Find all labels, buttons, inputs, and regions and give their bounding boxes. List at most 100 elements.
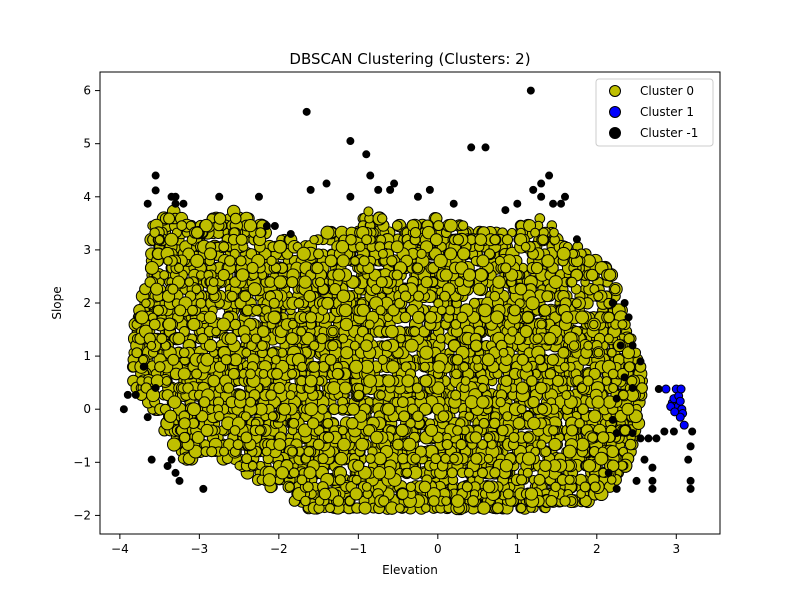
plot-area (99, 71, 721, 535)
cluster-0-point (520, 241, 531, 252)
cluster-0-point (452, 425, 463, 436)
cluster-0-point (337, 404, 348, 415)
cluster-0-point (287, 368, 298, 379)
cluster-0-point (167, 353, 180, 366)
cluster-0-point (489, 290, 501, 302)
cluster-0-point (386, 360, 400, 374)
cluster-0-point (316, 332, 328, 345)
cluster-0-point (478, 417, 490, 429)
cluster-0-point (224, 332, 238, 345)
cluster-0-point (186, 402, 201, 417)
cluster-0-point (391, 269, 403, 281)
cluster-0-point (463, 467, 474, 478)
cluster-0-point (450, 494, 465, 508)
cluster-0-point (455, 438, 467, 451)
cluster-0-point (365, 453, 376, 464)
cluster-0-point (436, 305, 447, 316)
cluster-0-point (559, 362, 570, 372)
cluster-0-point (544, 368, 557, 380)
cluster-0-point (176, 220, 188, 231)
cluster-0-point (146, 340, 157, 351)
cluster-0-point (177, 367, 191, 381)
cluster-0-point (589, 319, 599, 330)
cluster-0-point (328, 326, 338, 337)
cluster-0-point (445, 305, 456, 316)
cluster-0-point (332, 495, 345, 507)
cluster-0-point (327, 381, 342, 395)
cluster-0-point (550, 481, 561, 493)
cluster-0-point (135, 310, 149, 325)
cluster-0-point (609, 283, 621, 295)
cluster-0-point (549, 227, 559, 238)
cluster-0-point (296, 246, 311, 261)
cluster-0-point (229, 212, 242, 225)
cluster-0-point (420, 275, 433, 289)
cluster-0-point (224, 255, 236, 267)
cluster-0-point (516, 503, 527, 514)
cluster-0-point (349, 359, 364, 374)
cluster-0-point (516, 353, 529, 366)
cluster-0-point (587, 432, 598, 443)
cluster-0-point (587, 409, 602, 423)
cluster-0-point (476, 254, 490, 268)
cluster-0-point (409, 326, 421, 337)
cluster-0-point (534, 381, 548, 395)
cluster-0-point (266, 255, 277, 267)
cluster-0-point (216, 317, 231, 332)
cluster-0-point (298, 275, 312, 289)
cluster-0-point (145, 260, 159, 275)
cluster-0-point (530, 227, 540, 238)
cluster-0-point (515, 381, 529, 395)
cluster-0-point (512, 416, 526, 430)
cluster-0-point (451, 353, 464, 366)
cluster-0-point (227, 367, 240, 380)
cluster-0-point (519, 325, 533, 339)
cluster-0-point (353, 389, 365, 401)
cluster-0-point (164, 232, 179, 247)
cluster-0-point (370, 430, 384, 445)
cluster-0-point (526, 375, 538, 387)
cluster-0-point (296, 326, 307, 337)
cluster-0-point (218, 241, 230, 253)
cluster-0-point (444, 218, 458, 233)
cluster-0-point (437, 410, 450, 423)
cluster-0-point (315, 276, 326, 288)
cluster-0-point (469, 431, 482, 444)
cluster-0-point (381, 340, 392, 352)
cluster-0-point (501, 234, 514, 246)
cluster-0-point (548, 425, 559, 436)
cluster-0-point (258, 368, 269, 379)
cluster-0-point (339, 317, 354, 332)
cluster-0-point (285, 332, 299, 346)
cluster-0-point (537, 234, 549, 246)
cluster-0-point (150, 282, 164, 296)
cluster-0-point (561, 390, 572, 401)
cluster-0-point (332, 268, 346, 282)
cluster-0-point (533, 473, 546, 486)
cluster-0-point (373, 452, 387, 466)
cluster-0-point (582, 458, 597, 473)
cluster-0-point (162, 317, 177, 332)
cluster-0-point (536, 319, 547, 330)
cluster-0-point (527, 396, 540, 409)
cluster-0-point (548, 437, 562, 452)
cluster-0-point (489, 234, 501, 246)
cluster-0-point (546, 353, 559, 366)
cluster-0-point (522, 467, 533, 478)
cluster-0-point (285, 390, 296, 401)
chart-title: DBSCAN Clustering (Clusters: 2) (289, 50, 530, 68)
cluster-0-point (536, 439, 547, 450)
cluster-0-point (421, 503, 431, 513)
cluster-0-point (363, 206, 374, 217)
cluster-0-point (309, 234, 319, 245)
cluster-0-point (476, 395, 490, 409)
cluster-0-point (232, 439, 244, 450)
cluster-0-point (624, 438, 637, 451)
cluster-0-point (412, 262, 424, 274)
cluster-0-point (477, 383, 488, 393)
cluster-0-point (372, 466, 387, 480)
cluster-0-point (324, 254, 338, 268)
cluster-0-point (461, 481, 473, 493)
cluster-0-point (322, 418, 334, 429)
